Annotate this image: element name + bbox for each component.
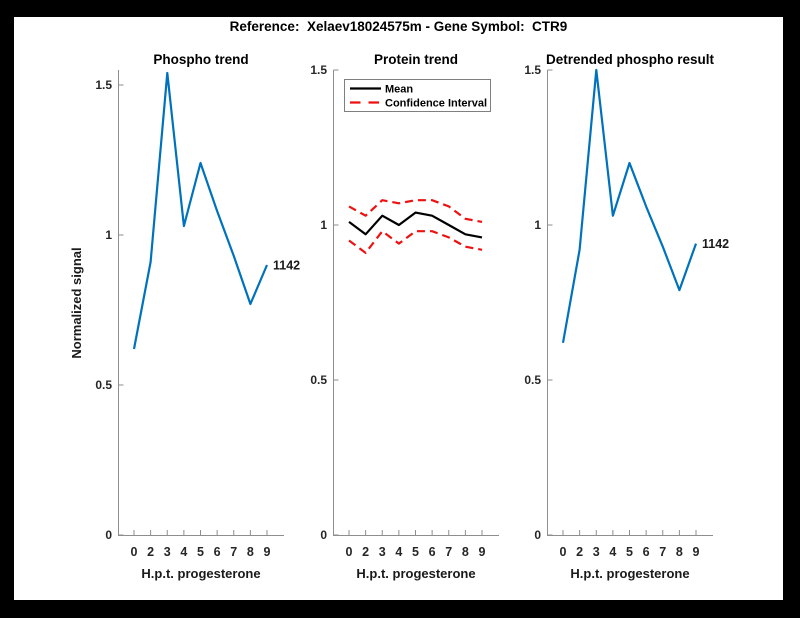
x-tick-label: 2 <box>362 545 369 559</box>
x-tick-label: 4 <box>395 545 402 559</box>
y-tick-label: 0.5 <box>524 373 541 387</box>
x-tick-label: 0 <box>346 545 353 559</box>
line-end-annotation: 1142 <box>273 259 300 273</box>
x-tick-label: 8 <box>462 545 469 559</box>
series-line-2 <box>348 230 483 254</box>
x-tick-label: 3 <box>379 545 386 559</box>
x-tick-label: 0 <box>560 545 567 559</box>
y-tick-label: 1 <box>320 218 327 232</box>
y-tick-label: 0 <box>320 528 327 542</box>
x-tick-label: 2 <box>147 545 154 559</box>
x-tick-label: 4 <box>609 545 616 559</box>
x-axis-label: H.p.t. progesterone <box>356 566 475 581</box>
matlab-figure-canvas: Reference: Xelaev18024575m - Gene Symbol… <box>14 17 783 600</box>
legend-box: Mean Confidence Interval <box>344 79 491 112</box>
x-tick-label: 9 <box>264 545 271 559</box>
x-tick-label: 6 <box>214 545 221 559</box>
series-line-0 <box>348 211 483 239</box>
x-tick-label: 8 <box>247 545 254 559</box>
y-tick-label: 0.5 <box>310 373 327 387</box>
x-tick-label: 8 <box>676 545 683 559</box>
subplot-title: Phospho trend <box>153 52 248 67</box>
x-tick-label: 6 <box>643 545 650 559</box>
subplot-title: Detrended phospho result <box>546 52 715 67</box>
figure-title: Reference: Xelaev18024575m - Gene Symbol… <box>229 19 568 34</box>
y-tick-label: 1 <box>534 218 541 232</box>
y-tick-label: 1.5 <box>524 63 541 77</box>
x-tick-label: 6 <box>429 545 436 559</box>
x-tick-label: 5 <box>626 545 633 559</box>
y-tick-label: 0.5 <box>95 378 112 392</box>
x-tick-label: 7 <box>445 545 452 559</box>
x-tick-label: 9 <box>693 545 700 559</box>
y-tick-label: 0 <box>105 528 112 542</box>
x-tick-label: 5 <box>197 545 204 559</box>
y-tick-label: 1.5 <box>310 63 327 77</box>
x-tick-label: 7 <box>230 545 237 559</box>
series-line-0 <box>561 68 698 343</box>
subplot-title: Protein trend <box>374 52 458 67</box>
legend-border <box>344 79 491 112</box>
legend-entry-label: Confidence Interval <box>385 98 487 110</box>
x-tick-label: 4 <box>180 545 187 559</box>
y-tick-label: 1.5 <box>95 78 112 92</box>
x-axis-label: H.p.t. progesterone <box>570 566 689 581</box>
y-tick-label: 0 <box>534 528 541 542</box>
x-tick-label: 5 <box>412 545 419 559</box>
series-line-1 <box>348 199 483 223</box>
series-line-0 <box>132 71 269 350</box>
x-tick-label: 2 <box>576 545 583 559</box>
x-tick-label: 9 <box>479 545 486 559</box>
y-tick-label: 1 <box>105 228 112 242</box>
x-axis-label: H.p.t. progesterone <box>141 566 260 581</box>
legend-entry-label: Mean <box>385 84 413 96</box>
line-end-annotation: 1142 <box>702 237 729 251</box>
y-axis-label: Normalized signal <box>69 247 84 358</box>
x-tick-label: 7 <box>659 545 666 559</box>
x-tick-label: 3 <box>593 545 600 559</box>
x-tick-label: 3 <box>164 545 171 559</box>
x-tick-label: 0 <box>131 545 138 559</box>
